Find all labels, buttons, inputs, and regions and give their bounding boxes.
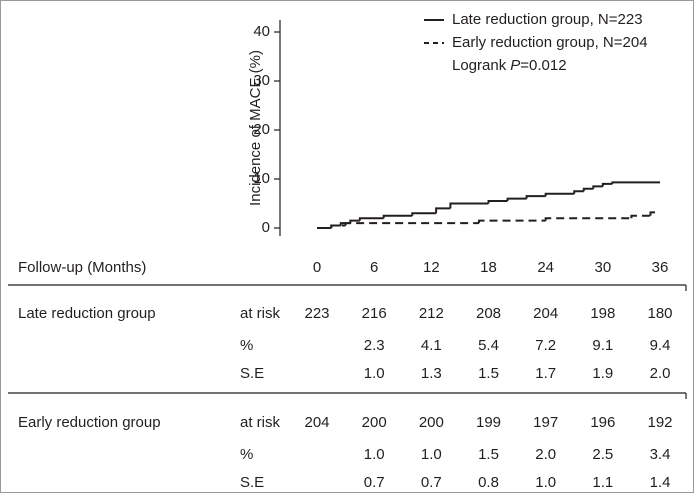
legend-label: Late reduction group, N=223 (452, 11, 643, 28)
table-cell: 1.0 (364, 446, 385, 463)
curve-step (592, 185, 603, 189)
table-cell: 1.0 (364, 365, 385, 382)
curve-step (506, 197, 527, 202)
curve-step (330, 224, 346, 228)
curve-step (630, 214, 651, 219)
table-cell: 1.0 (421, 446, 442, 463)
row-label: % (240, 446, 253, 463)
table-cell: 1.4 (650, 474, 671, 491)
table-cell: 216 (362, 305, 387, 322)
table-cell: 5.4 (478, 337, 499, 354)
table-cell: 9.1 (592, 337, 613, 354)
curve-step (435, 207, 451, 214)
table-cell: 9.4 (650, 337, 671, 354)
curve-step (544, 217, 632, 221)
y-tick-label: 10 (253, 170, 270, 187)
table-cell: 1.1 (592, 474, 613, 491)
x-tick-label: 6 (370, 259, 378, 276)
table-cell: 199 (476, 414, 501, 431)
curve-step (649, 211, 660, 216)
annotation-part: P (510, 57, 520, 74)
annotation: Logrank P=0.012 (452, 57, 567, 74)
table-cell: 1.5 (478, 446, 499, 463)
table-cell: 223 (304, 305, 329, 322)
row-label: S.E (240, 474, 264, 491)
row-label: S.E (240, 365, 264, 382)
curve-step (382, 214, 413, 219)
x-tick-label: 18 (480, 259, 497, 276)
curve-step (544, 192, 575, 197)
table-cell: 7.2 (535, 337, 556, 354)
table-cell: 1.7 (535, 365, 556, 382)
curve-step (611, 181, 660, 184)
table-cell: 0.7 (364, 474, 385, 491)
table-cell: 2.0 (650, 365, 671, 382)
table-cell: 1.3 (421, 365, 442, 382)
curve-step (358, 217, 384, 221)
table-cell: 192 (647, 414, 672, 431)
table-cell: 204 (304, 414, 329, 431)
x-tick-label: 30 (594, 259, 611, 276)
y-tick-label: 20 (253, 121, 270, 138)
curve-step (344, 222, 479, 226)
table-cell: 1.5 (478, 365, 499, 382)
table-cell: 197 (533, 414, 558, 431)
table-cell: 200 (362, 414, 387, 431)
curve-step (411, 212, 437, 216)
table-cell: 4.1 (421, 337, 442, 354)
curve-step (573, 190, 584, 194)
annotation-part: =0.012 (520, 57, 566, 74)
table-cell: 3.4 (650, 446, 671, 463)
table-cell: 200 (419, 414, 444, 431)
table-cell: 1.0 (535, 474, 556, 491)
row-label: % (240, 337, 253, 354)
y-tick-label: 30 (253, 72, 270, 89)
curve-step (601, 182, 613, 187)
curve-step (525, 195, 546, 199)
table-cell: 198 (590, 305, 615, 322)
curve-step (487, 200, 508, 204)
table-cell: 180 (647, 305, 672, 322)
table-cell: 208 (476, 305, 501, 322)
table-cell: 2.5 (592, 446, 613, 463)
curve-step (582, 187, 594, 192)
table-cell: 1.9 (592, 365, 613, 382)
group-name: Late reduction group (18, 305, 156, 322)
table-cell: 196 (590, 414, 615, 431)
table-cell: 2.0 (535, 446, 556, 463)
table-cell: 204 (533, 305, 558, 322)
x-axis-label: Follow-up (Months) (18, 259, 146, 276)
row-label: at risk (240, 305, 281, 322)
y-tick-label: 40 (253, 23, 270, 40)
x-tick-label: 36 (652, 259, 669, 276)
y-axis-label: Incidence of MACE (%) (247, 50, 264, 206)
table-cell: 212 (419, 305, 444, 322)
y-tick-label: 0 (262, 219, 270, 236)
table-cell: 2.3 (364, 337, 385, 354)
curve-step (449, 202, 489, 209)
row-label: at risk (240, 414, 281, 431)
table-cell: 0.7 (421, 474, 442, 491)
annotation-part: Logrank (452, 57, 507, 74)
table-cell: 0.8 (478, 474, 499, 491)
x-tick-label: 12 (423, 259, 440, 276)
legend-label: Early reduction group, N=204 (452, 34, 648, 51)
group-name: Early reduction group (18, 414, 161, 431)
x-tick-label: 0 (313, 259, 321, 276)
curve-step (477, 219, 546, 224)
x-tick-label: 24 (537, 259, 554, 276)
